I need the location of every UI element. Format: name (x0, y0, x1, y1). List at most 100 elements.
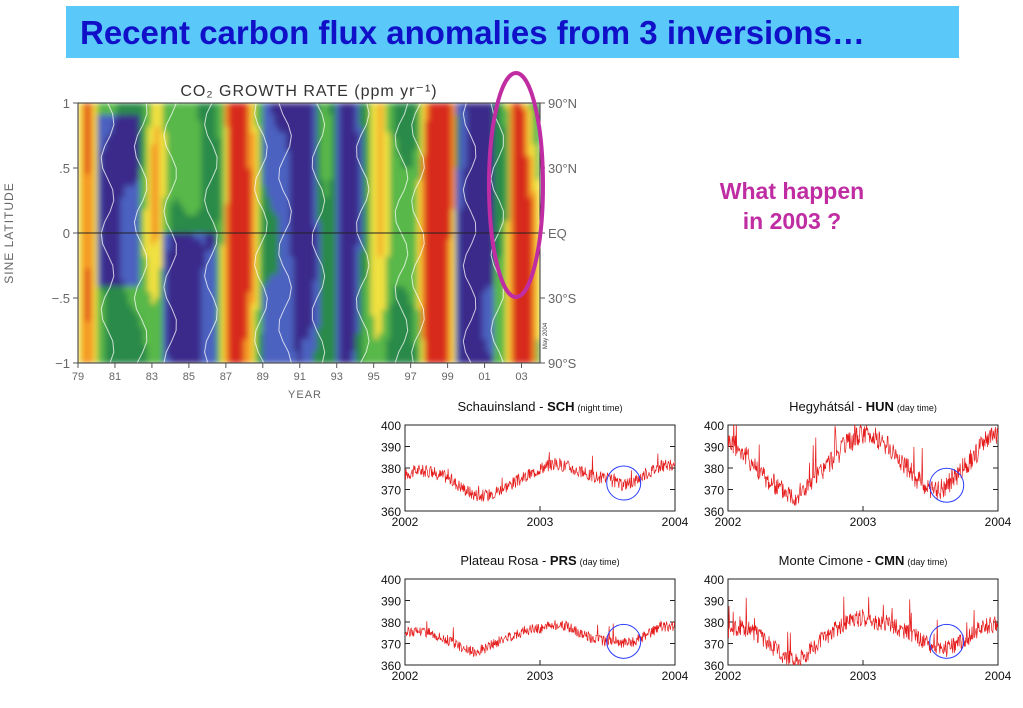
heatmap-cell (81, 162, 87, 169)
heatmap-cell (378, 303, 383, 311)
heatmap-cell (393, 227, 399, 234)
heatmap-cell (486, 274, 491, 281)
heatmap-cell (143, 339, 148, 346)
heatmap-cell (185, 173, 191, 181)
heatmap-cell (216, 333, 222, 340)
heatmap-cell (501, 168, 506, 175)
heatmap-cell (208, 268, 214, 275)
heatmap-cell (320, 108, 325, 116)
heatmap-cell (324, 203, 329, 210)
heatmap-cell (478, 327, 483, 335)
heatmap-cell (447, 221, 453, 228)
heatmap-cell (359, 227, 364, 234)
heatmap-cell (324, 179, 329, 187)
heatmap-cell (474, 303, 479, 311)
heatmap-cell (424, 298, 429, 305)
heatmap-cell (216, 120, 222, 128)
heatmap-cell (486, 309, 491, 317)
heatmap-cell (397, 309, 402, 317)
heatmap-cell (409, 321, 414, 329)
heatmap-cell (436, 333, 441, 340)
heatmap-cell (220, 327, 225, 335)
heatmap-cell (93, 244, 98, 252)
heatmap-cell (309, 274, 314, 281)
heatmap-cell (208, 357, 214, 363)
heatmap-cell (97, 262, 102, 270)
heatmap-cell (412, 144, 418, 151)
heatmap-cell (424, 244, 429, 252)
heatmap-cell (455, 244, 460, 252)
heatmap-cell (501, 179, 506, 187)
heatmap-cell (112, 203, 118, 210)
heatmap-cell (78, 345, 83, 352)
heatmap-cell (370, 345, 376, 352)
heatmap-cell (389, 244, 395, 252)
heatmap-cell (409, 144, 414, 151)
heatmap-cell (397, 327, 402, 335)
heatmap-cell (193, 280, 198, 287)
heatmap-cell (201, 280, 206, 287)
heatmap-cell (297, 315, 302, 323)
heatmap-cell (193, 126, 198, 134)
heatmap-cell (228, 303, 233, 311)
heatmap-cell (359, 333, 364, 340)
heatmap-cell (443, 298, 449, 305)
heatmap-cell (166, 238, 171, 246)
heatmap-cell (78, 150, 83, 157)
heatmap-cell (193, 209, 198, 216)
heatmap-cell (505, 321, 510, 329)
heatmap-cell (386, 345, 391, 352)
heatmap-cell (386, 280, 391, 287)
heatmap-cell (243, 221, 248, 228)
heatmap-cell (463, 162, 468, 169)
heatmap-cell (178, 191, 183, 199)
heatmap-cell (104, 203, 110, 210)
heatmap-cell (224, 250, 229, 258)
heatmap-cell (335, 209, 341, 216)
heatmap-cell (459, 315, 464, 323)
heatmap-cell (282, 321, 287, 329)
heatmap-cell (497, 233, 503, 240)
heatmap-cell (262, 345, 268, 352)
heatmap-cell (158, 339, 164, 346)
heatmap-cell (201, 144, 206, 151)
heatmap-cell (328, 162, 333, 169)
heatmap-cell (455, 103, 460, 110)
heatmap-cell (224, 292, 229, 299)
heatmap-cell (359, 215, 364, 222)
heatmap-cell (332, 280, 337, 287)
heatmap-cell (112, 303, 118, 311)
heatmap-cell (297, 114, 302, 122)
heatmap-cell (378, 309, 383, 317)
heatmap-cell (266, 203, 272, 210)
heatmap-cell (189, 150, 195, 157)
heatmap-cell (386, 227, 391, 234)
heatmap-cell (232, 162, 237, 169)
heatmap-cell (93, 321, 98, 329)
heatmap-cell (262, 215, 268, 222)
heatmap-cell (397, 339, 402, 346)
heatmap-cell (463, 132, 468, 140)
heatmap-cell (97, 108, 102, 116)
heatmap-cell (104, 351, 110, 358)
heatmap-cell (151, 262, 156, 270)
heatmap-cell (386, 126, 391, 134)
heatmap-cell (347, 292, 352, 299)
heatmap-cell (93, 197, 98, 205)
heatmap-cell (212, 303, 218, 311)
heatmap-cell (366, 315, 372, 323)
heatmap-cell (382, 227, 387, 234)
heatmap-cell (278, 108, 283, 116)
heatmap-cell (389, 333, 395, 340)
heatmap-cell (155, 108, 160, 116)
heatmap-cell (228, 138, 233, 145)
heatmap-cell (178, 351, 183, 358)
heatmap-cell (420, 262, 426, 270)
heatmap-cell (258, 168, 264, 175)
heatmap-cell (497, 126, 503, 134)
heatmap-cell (478, 233, 483, 240)
heatmap-cell (89, 227, 94, 234)
heatmap-cell (459, 203, 464, 210)
heatmap-cell (474, 327, 479, 335)
heatmap-cell (335, 309, 341, 317)
